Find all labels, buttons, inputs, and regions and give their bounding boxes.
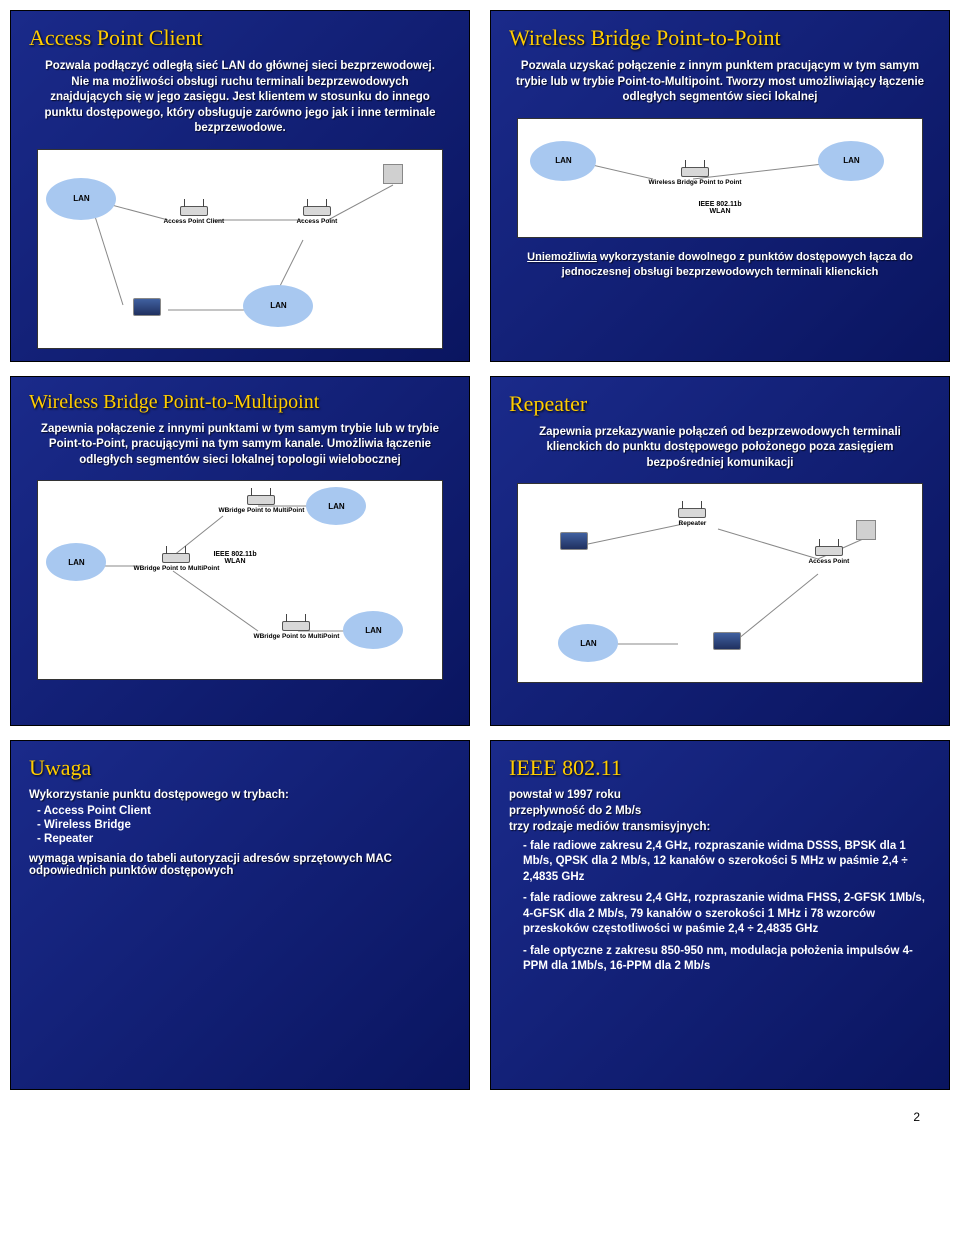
diagram-ap-client: LAN Access Point Client Access Point LAN [37, 149, 442, 349]
laptop-icon [133, 298, 161, 316]
slide-body: Pozwala uzyskać połączenie z innym punkt… [509, 59, 931, 106]
slide-ap-client: Access Point Client Pozwala podłączyć od… [10, 10, 470, 362]
list-item: fale radiowe zakresu 2,4 GHz, rozpraszan… [523, 891, 931, 938]
slide-title: Wireless Bridge Point-to-Point [509, 25, 931, 51]
slide-body: Zapewnia połączenie z innymi punktami w … [29, 422, 451, 469]
cloud-lan: LAN [558, 624, 618, 662]
slide-title: Repeater [509, 391, 931, 417]
bridge-icon [681, 167, 709, 177]
list-item: fale radiowe zakresu 2,4 GHz, rozpraszan… [523, 839, 931, 886]
ap-client-icon [180, 206, 208, 216]
list-item: fale optyczne z zakresu 850-950 nm, modu… [523, 944, 931, 975]
slide-body: Pozwala podłączyć odległą sieć LAN do gł… [29, 59, 451, 137]
diagram-bridge-ptmp: LAN WBridge Point to MultiPoint WBridge … [37, 480, 442, 680]
slide-grid: Access Point Client Pozwala podłączyć od… [10, 10, 950, 1090]
ap-icon [303, 206, 331, 216]
pc-icon [383, 164, 403, 184]
cloud-lan2: LAN [243, 285, 313, 327]
cloud-lan: LAN [530, 141, 596, 181]
ap-icon [815, 546, 843, 556]
slide-title: IEEE 802.11 [509, 755, 931, 781]
list-item: Wireless Bridge [37, 819, 451, 831]
page-number: 2 [10, 1090, 950, 1130]
list-item: Access Point Client [37, 805, 451, 817]
bridge-icon [247, 495, 275, 505]
slide-repeater: Repeater Zapewnia przekazywanie połączeń… [490, 376, 950, 726]
repeater-icon [678, 508, 706, 518]
cloud-lan: LAN [46, 178, 116, 220]
cloud-lan: LAN [46, 543, 106, 581]
slide-uwaga: Uwaga Wykorzystanie punktu dostępowego w… [10, 740, 470, 1090]
pc-icon [856, 520, 876, 540]
mode-list: Access Point Client Wireless Bridge Repe… [37, 805, 451, 845]
list-item: Repeater [37, 833, 451, 845]
laptop-icon [713, 632, 741, 650]
media-list: fale radiowe zakresu 2,4 GHz, rozpraszan… [523, 839, 931, 975]
slide-bridge-ptp: Wireless Bridge Point-to-Point Pozwala u… [490, 10, 950, 362]
slide-bridge-ptmp: Wireless Bridge Point-to-Multipoint Zape… [10, 376, 470, 726]
slide-title: Wireless Bridge Point-to-Multipoint [29, 391, 451, 414]
diagram-bridge-ptp: LAN Wireless Bridge Point to Point LAN I… [517, 118, 922, 238]
slide-body: powstał w 1997 roku przepływność do 2 Mb… [509, 789, 931, 975]
bridge-icon [282, 621, 310, 631]
laptop-icon [560, 532, 588, 550]
slide-body: Zapewnia przekazywanie połączeń od bezpr… [509, 425, 931, 472]
cloud-lan: LAN [343, 611, 403, 649]
slide-ieee: IEEE 802.11 powstał w 1997 roku przepływ… [490, 740, 950, 1090]
diagram-repeater: Repeater Access Point LAN [517, 483, 922, 683]
slide-note: Uniemożliwia wykorzystanie dowolnego z p… [509, 250, 931, 281]
bridge-icon [162, 553, 190, 563]
slide-title: Uwaga [29, 755, 451, 781]
cloud-lan: LAN [306, 487, 366, 525]
slide-body: Wykorzystanie punktu dostępowego w tryba… [29, 789, 451, 877]
slide-title: Access Point Client [29, 25, 451, 51]
cloud-lan2: LAN [818, 141, 884, 181]
